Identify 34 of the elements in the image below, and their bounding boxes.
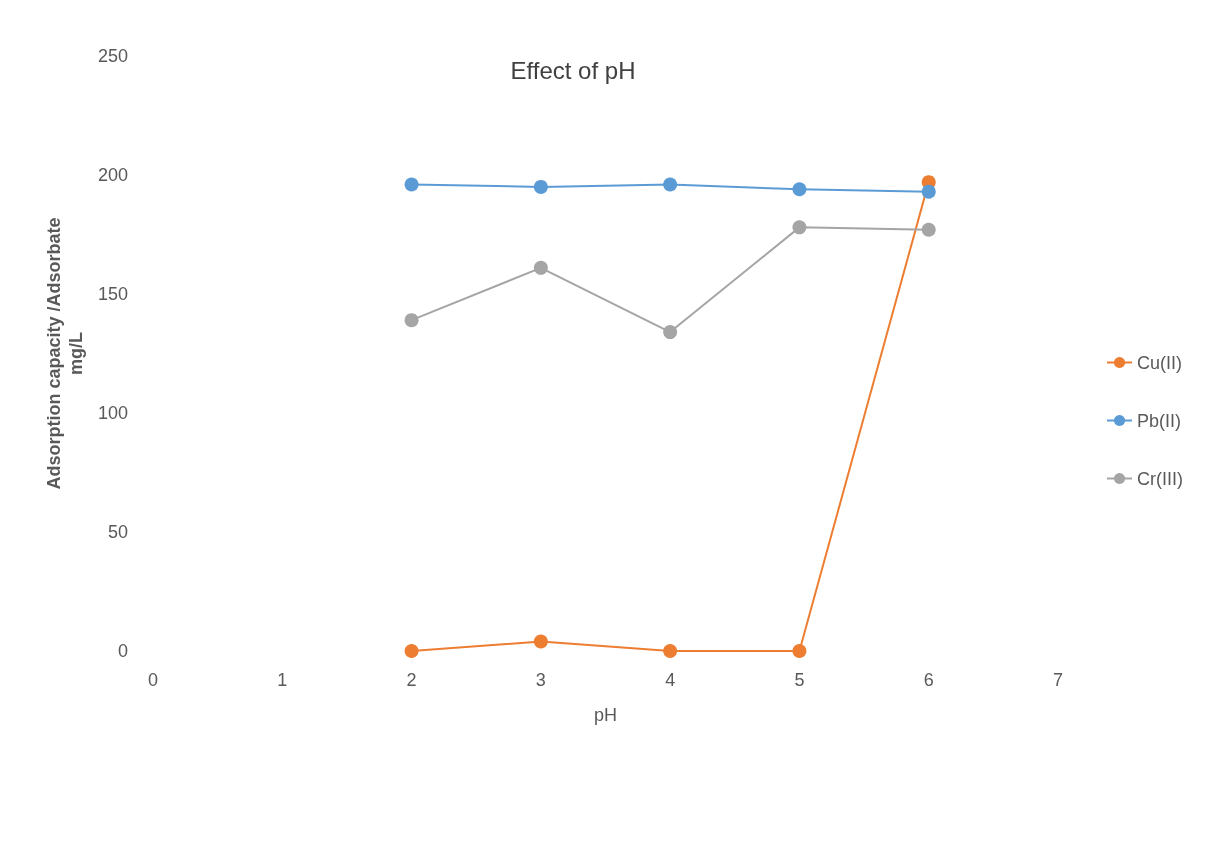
x-axis-title: pH (593, 705, 618, 725)
x-tick-label: 2 (406, 670, 417, 690)
point (404, 313, 419, 328)
legend-label: Cu(II) (1137, 352, 1183, 373)
point (404, 644, 419, 658)
point (533, 179, 548, 194)
y-tick-label: 50 (107, 522, 128, 542)
point (663, 177, 678, 192)
point (533, 260, 548, 275)
x-tick-label: 3 (535, 670, 546, 690)
x-tick-label: 5 (794, 670, 805, 690)
x-tick-label: 0 (147, 670, 159, 690)
point (663, 325, 678, 340)
point (921, 184, 936, 199)
y-tick-label: 200 (97, 165, 128, 185)
x-tick-label: 4 (665, 670, 676, 690)
point (792, 182, 807, 197)
y-axis-title: Adsorption capacity /Adsorbate mg/L (44, 217, 87, 490)
y-tick-label: 100 (97, 403, 128, 423)
point (533, 634, 548, 649)
y-tick-label: 0 (117, 641, 128, 661)
point (404, 177, 419, 192)
chart-title: Effect of pH (510, 56, 636, 84)
y-tick-label: 250 (97, 46, 128, 66)
point (663, 644, 678, 658)
legend-label: Cr(III) (1137, 468, 1183, 489)
x-tick-label: 7 (1052, 670, 1064, 690)
point (792, 220, 807, 235)
point (921, 222, 936, 237)
legend-label: Pb(II) (1137, 410, 1182, 431)
x-tick-label: 1 (277, 670, 288, 690)
point (792, 644, 807, 658)
x-tick-label: 6 (923, 670, 934, 690)
y-tick-label: 150 (97, 284, 128, 304)
